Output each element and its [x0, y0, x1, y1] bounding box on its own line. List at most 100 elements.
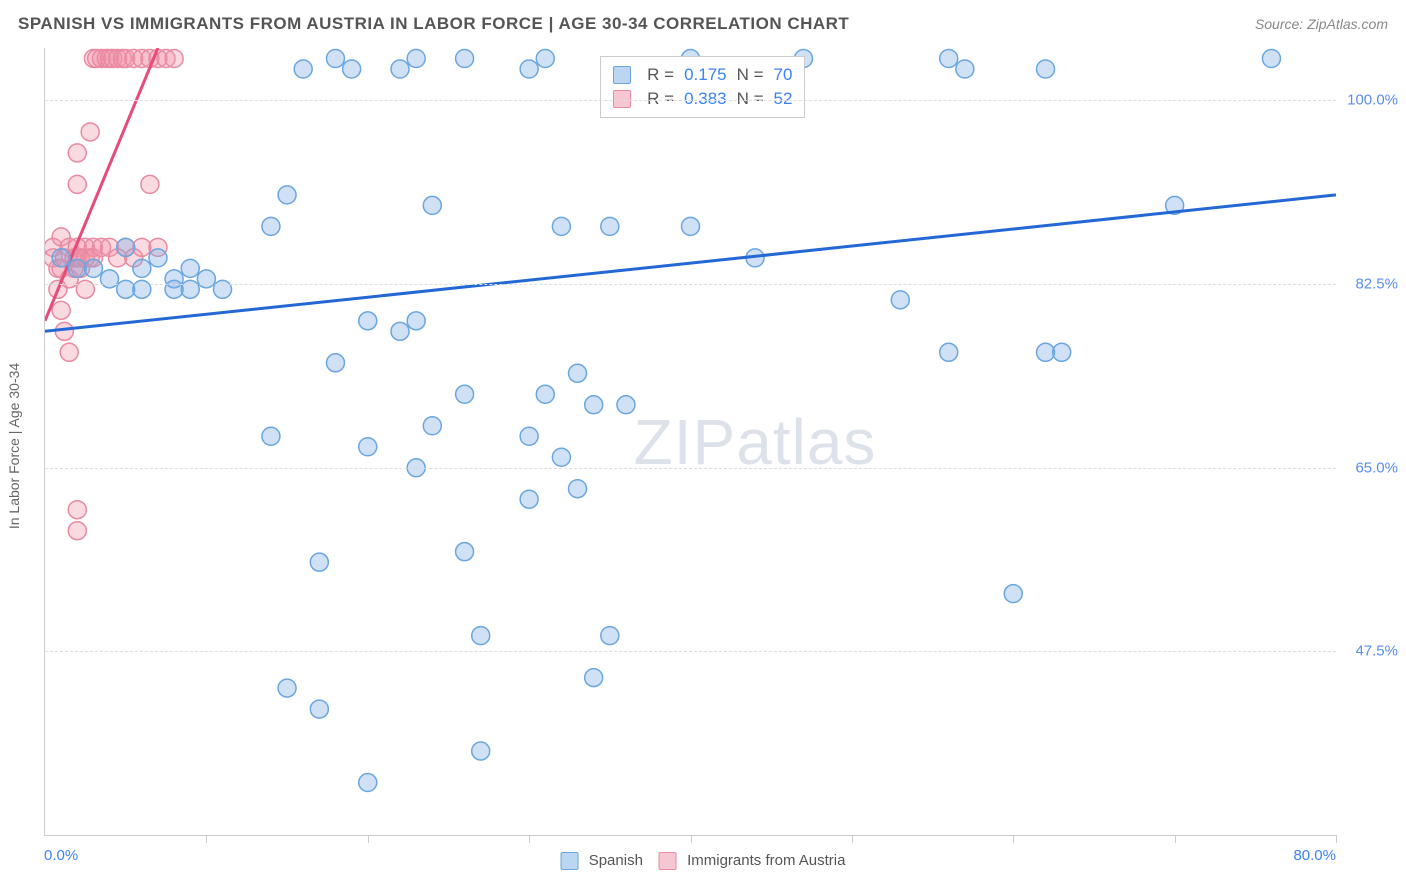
scatter-point	[326, 354, 344, 372]
scatter-point	[326, 49, 344, 67]
trend-line	[45, 195, 1336, 331]
scatter-point	[278, 679, 296, 697]
scatter-point	[68, 144, 86, 162]
scatter-point	[391, 322, 409, 340]
x-tick	[1175, 835, 1176, 843]
scatter-point	[536, 385, 554, 403]
gridline	[45, 284, 1336, 285]
scatter-point	[133, 280, 151, 298]
scatter-point	[359, 438, 377, 456]
scatter-point	[60, 343, 78, 361]
scatter-point	[214, 280, 232, 298]
chart-title: SPANISH VS IMMIGRANTS FROM AUSTRIA IN LA…	[18, 14, 849, 34]
scatter-point	[165, 49, 183, 67]
plot-area: ZIPatlas R = 0.175 N = 70 R = 0.383 N = …	[44, 48, 1336, 836]
legend-item-austria: Immigrants from Austria	[659, 852, 846, 870]
y-tick-label: 82.5%	[1355, 276, 1398, 293]
scatter-point	[68, 522, 86, 540]
swatch-austria-icon	[659, 852, 677, 870]
scatter-point	[585, 396, 603, 414]
scatter-point	[310, 700, 328, 718]
scatter-point	[262, 427, 280, 445]
scatter-point	[133, 238, 151, 256]
scatter-point	[569, 364, 587, 382]
scatter-point	[101, 270, 119, 288]
scatter-point	[278, 186, 296, 204]
x-tick	[852, 835, 853, 843]
scatter-point	[262, 217, 280, 235]
scatter-point	[552, 448, 570, 466]
scatter-point	[294, 60, 312, 78]
swatch-austria-icon	[613, 90, 631, 108]
scatter-point	[133, 259, 151, 277]
scatter-point	[891, 291, 909, 309]
scatter-point	[81, 123, 99, 141]
scatter-point	[141, 175, 159, 193]
swatch-spanish-icon	[561, 852, 579, 870]
scatter-point	[117, 238, 135, 256]
scatter-point	[84, 259, 102, 277]
legend-item-spanish: Spanish	[561, 852, 643, 870]
scatter-point	[165, 280, 183, 298]
scatter-point	[407, 312, 425, 330]
scatter-point	[585, 669, 603, 687]
scatter-point	[569, 480, 587, 498]
x-tick	[529, 835, 530, 843]
scatter-point	[52, 301, 70, 319]
scatter-point	[423, 417, 441, 435]
scatter-point	[472, 627, 490, 645]
legend-row-spanish: R = 0.175 N = 70	[613, 63, 792, 87]
scatter-point	[536, 49, 554, 67]
scatter-point	[456, 543, 474, 561]
scatter-point	[682, 217, 700, 235]
scatter-point	[1053, 343, 1071, 361]
scatter-point	[1004, 585, 1022, 603]
scatter-point	[407, 49, 425, 67]
scatter-point	[956, 60, 974, 78]
scatter-point	[601, 627, 619, 645]
scatter-point	[310, 553, 328, 571]
y-axis-label: In Labor Force | Age 30-34	[6, 363, 22, 529]
scatter-point	[472, 742, 490, 760]
scatter-point	[1262, 49, 1280, 67]
x-tick	[206, 835, 207, 843]
correlation-legend: R = 0.175 N = 70 R = 0.383 N = 52	[600, 56, 805, 118]
gridline	[45, 100, 1336, 101]
scatter-point	[76, 280, 94, 298]
y-tick-label: 47.5%	[1355, 643, 1398, 660]
scatter-point	[552, 217, 570, 235]
gridline	[45, 651, 1336, 652]
scatter-point	[117, 280, 135, 298]
swatch-spanish-icon	[613, 66, 631, 84]
chart-header: SPANISH VS IMMIGRANTS FROM AUSTRIA IN LA…	[0, 0, 1406, 48]
scatter-point	[1037, 343, 1055, 361]
scatter-point	[456, 385, 474, 403]
source-label: Source: ZipAtlas.com	[1255, 16, 1388, 32]
scatter-point	[181, 259, 199, 277]
scatter-point	[68, 259, 86, 277]
legend-row-austria: R = 0.383 N = 52	[613, 87, 792, 111]
scatter-point	[359, 312, 377, 330]
x-tick	[1336, 835, 1337, 843]
y-tick-label: 100.0%	[1347, 92, 1398, 109]
scatter-point	[68, 501, 86, 519]
scatter-point	[359, 774, 377, 792]
x-tick	[368, 835, 369, 843]
scatter-point	[520, 490, 538, 508]
scatter-point	[456, 49, 474, 67]
scatter-point	[1037, 60, 1055, 78]
y-tick-label: 65.0%	[1355, 459, 1398, 476]
x-axis-min-label: 0.0%	[44, 847, 78, 864]
scatter-point	[617, 396, 635, 414]
scatter-point	[423, 196, 441, 214]
x-axis-max-label: 80.0%	[1293, 847, 1336, 864]
scatter-point	[601, 217, 619, 235]
scatter-point	[149, 249, 167, 267]
series-legend: Spanish Immigrants from Austria	[561, 852, 846, 870]
scatter-point	[940, 49, 958, 67]
x-tick	[691, 835, 692, 843]
scatter-point	[520, 427, 538, 445]
scatter-svg	[45, 48, 1336, 835]
x-tick	[1013, 835, 1014, 843]
gridline	[45, 468, 1336, 469]
